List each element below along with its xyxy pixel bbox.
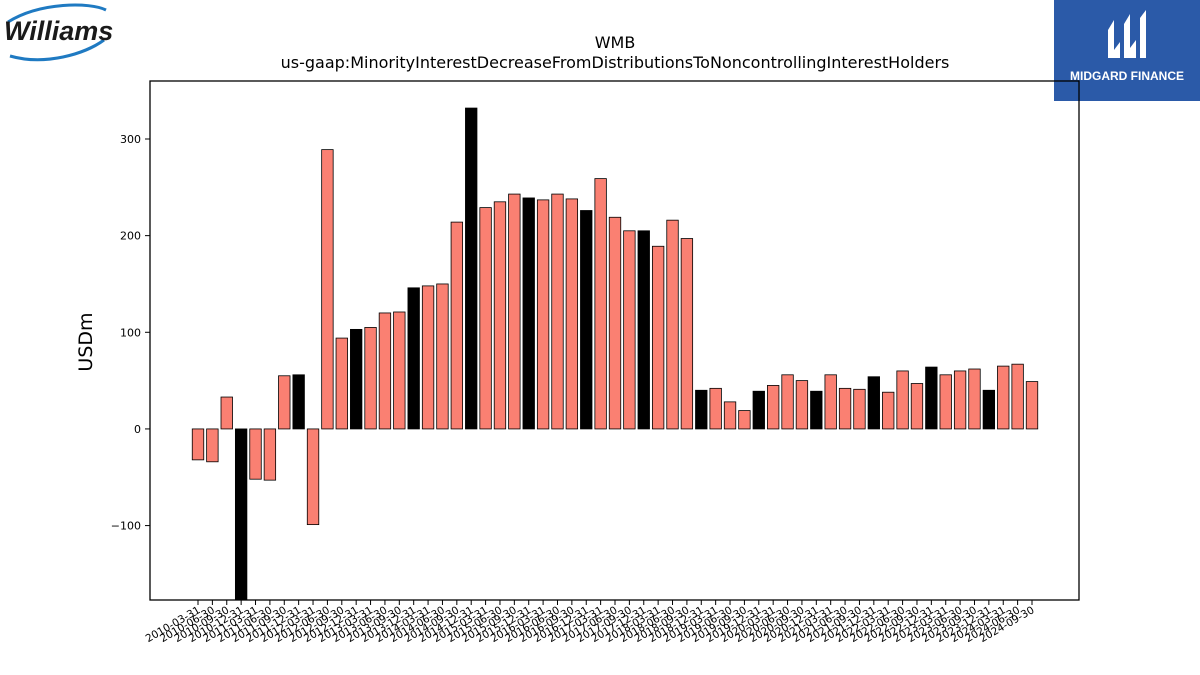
bar-2017-12-31	[637, 230, 650, 430]
bar-2012-03-31	[306, 428, 320, 526]
bar-2012-12-31	[350, 328, 363, 430]
williams-logo-graphic: Williams	[4, 3, 113, 62]
bar-2022-03-31	[882, 391, 895, 430]
midgard-logo-graphic: MIDGARD FINANCE	[1070, 10, 1184, 83]
bar-2024-03-31	[997, 365, 1010, 430]
bar-2014-03-31	[421, 285, 435, 430]
bar-2010-06-30	[206, 428, 219, 463]
bar-2022-06-30	[896, 370, 909, 430]
bar-2015-12-31	[522, 197, 535, 430]
bar-2019-09-30	[738, 410, 751, 430]
bar-2014-09-30	[450, 221, 463, 430]
bar-2020-06-30	[781, 374, 794, 430]
bar-2013-06-30	[378, 312, 392, 430]
y-tick-label: 0	[134, 423, 141, 436]
bar-2018-06-30	[666, 219, 679, 430]
midgard-finance-logo: MIDGARD FINANCE	[1054, 0, 1200, 101]
chart-title: WMB	[595, 33, 636, 52]
chart-subtitle: us-gaap:MinorityInterestDecreaseFromDist…	[281, 53, 950, 72]
bar-2020-03-31	[767, 385, 780, 430]
x-axis: 2010-03-312010-06-302010-09-302010-12-31…	[144, 600, 1037, 645]
bar-2013-12-31	[407, 287, 420, 430]
bar-2010-03-31	[191, 428, 205, 461]
y-tick-label: 300	[120, 133, 141, 146]
bar-2018-12-31	[695, 389, 708, 430]
bar-2021-06-30	[838, 387, 852, 430]
bar-2011-12-31	[292, 374, 305, 430]
bar-2021-12-31	[867, 376, 880, 430]
bar-2018-03-31	[651, 245, 665, 430]
bar-2023-12-31	[982, 389, 996, 430]
williams-logo: Williams	[0, 0, 120, 70]
bar-2021-09-30	[853, 388, 866, 430]
bar-2012-06-30	[321, 149, 334, 430]
bar-2016-09-30	[565, 198, 579, 430]
bar-2011-03-31	[249, 428, 262, 480]
bar-2015-03-31	[479, 207, 492, 430]
bar-2024-09-30	[1025, 381, 1039, 430]
y-tick-label: 100	[120, 326, 141, 339]
bar-2015-09-30	[508, 193, 521, 430]
williams-logo-text: Williams	[4, 16, 113, 46]
bar-2019-06-30	[723, 401, 737, 430]
bar-2012-09-30	[335, 337, 348, 430]
bar-2020-12-31	[810, 390, 823, 430]
plot-frame	[149, 80, 1080, 601]
bar-2024-06-30	[1011, 363, 1024, 430]
bar-2023-03-31	[939, 374, 952, 430]
bar-2020-09-30	[795, 380, 809, 430]
bar-2014-12-31	[465, 107, 478, 430]
bar-2016-12-31	[580, 210, 593, 430]
bar-2022-12-31	[925, 366, 938, 430]
bar-2019-03-31	[709, 387, 722, 430]
bar-2016-06-30	[551, 193, 564, 430]
y-tick-label: −100	[111, 520, 141, 533]
bar-2015-06-30	[493, 201, 507, 430]
bar-2018-09-30	[680, 238, 694, 430]
y-tick-label: 200	[120, 230, 141, 243]
bar-2013-09-30	[393, 311, 406, 430]
bar-2010-09-30	[220, 396, 233, 430]
bar-2013-03-31	[364, 327, 377, 430]
bar-2016-03-31	[536, 199, 550, 430]
bar-2021-03-31	[824, 374, 837, 430]
bar-2014-06-30	[436, 283, 449, 430]
bar-series	[191, 107, 1039, 601]
y-axis-label: USDm	[75, 312, 97, 371]
bar-2017-09-30	[623, 230, 636, 430]
midgard-logo-text: MIDGARD FINANCE	[1070, 69, 1184, 83]
bar-2023-06-30	[953, 370, 967, 430]
bar-2010-12-31	[234, 428, 248, 601]
bar-2011-09-30	[278, 375, 291, 430]
bar-2023-09-30	[968, 368, 981, 430]
bar-2022-09-30	[910, 383, 924, 430]
bar-2017-06-30	[608, 216, 622, 430]
y-axis: −100 0 100 200 300	[111, 133, 150, 533]
bar-2019-12-31	[752, 390, 765, 430]
bar-2017-03-31	[594, 178, 607, 430]
bar-2011-06-30	[263, 428, 277, 481]
